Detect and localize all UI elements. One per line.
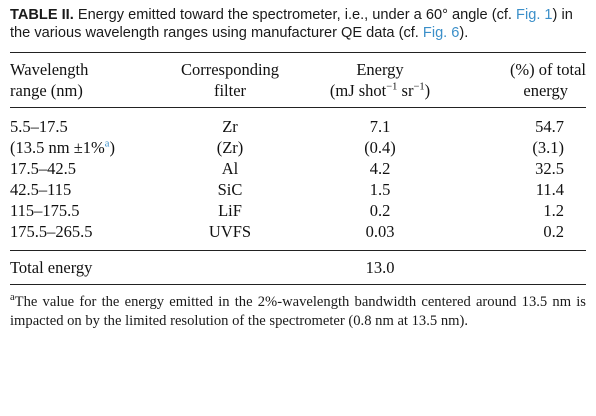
table-row: 115–175.5 LiF 0.2 1.2 [10,200,586,221]
caption-text-2: ) in the various wavelength ranges using… [10,7,573,41]
cell-filter: UVFS [208,222,252,241]
footnote-mark: a [10,292,15,304]
cell-percent: 0.2 [543,222,564,241]
table-row: 175.5–265.5 UVFS 0.03 0.2 [10,221,586,250]
range-close: ) [109,138,115,157]
cell-range: 115–175.5 [10,201,80,220]
total-row: Total energy 13.0 [10,251,586,284]
cell-percent: 1.2 [543,201,564,220]
header-wavelength-line2: range (nm) [10,81,83,100]
header-energy: Energy (mJ shot−1 sr−1) [300,53,460,107]
cell-range: 17.5–42.5 [10,159,76,178]
header-filter: Corresponding filter [160,53,300,107]
cell-percent: 11.4 [535,180,564,199]
cell-filter: Al [221,159,239,178]
unit-sup-1: −1 [386,81,398,93]
header-filter-line2: filter [213,81,247,100]
table-row: (13.5 nm ±1%a) (Zr) (0.4) (3.1) [10,137,586,158]
cell-range: 175.5–265.5 [10,222,93,241]
unit-part-b: sr [397,81,414,100]
header-wavelength: Wavelength range (nm) [10,53,160,107]
cell-percent: 54.7 [535,117,564,136]
cell-percent: 32.5 [535,159,564,178]
fig6-link[interactable]: Fig. 6 [422,25,460,41]
cell-energy: 0.03 [365,222,395,241]
header-row: Wavelength range (nm) Corresponding filt… [10,53,586,107]
table-row: 5.5–17.5 Zr 7.1 54.7 [10,108,586,137]
header-filter-line1: Corresponding [180,60,280,79]
table-figure: TABLE II. Energy emitted toward the spec… [10,6,586,331]
cell-energy: 4.2 [369,159,391,178]
cell-range: 42.5–115 [10,180,72,199]
top-rule [10,52,586,53]
table-footnote: aThe value for the energy emitted in the… [10,292,586,331]
table-row: 17.5–42.5 Al 4.2 32.5 [10,158,586,179]
table-row: 42.5–115 SiC 1.5 11.4 [10,179,586,200]
header-percent: (%) of total energy [460,53,586,107]
fig1-link[interactable]: Fig. 1 [516,7,553,23]
header-percent-line1: (%) of total [509,60,586,79]
unit-sup-2: −1 [413,81,425,93]
cell-filter: (Zr) [216,138,244,157]
cell-energy: 1.5 [369,180,391,199]
header-energy-line1: Energy [356,60,404,79]
table-label: TABLE II. [10,7,74,23]
footnote-text: The value for the energy emitted in the … [10,294,586,329]
bottom-rule [10,284,586,285]
energy-table: Wavelength range (nm) Corresponding filt… [10,53,586,285]
total-energy: 13.0 [365,258,395,277]
header-energy-unit: (mJ shot−1 sr−1) [330,81,430,100]
cell-filter: LiF [218,201,242,220]
cell-energy: 0.2 [369,201,391,220]
cell-energy: 7.1 [369,117,391,136]
header-percent-line2: energy [523,81,568,100]
unit-part-a: (mJ shot [329,81,387,100]
cell-range: (13.5 nm ±1%a) [10,137,160,158]
cell-percent: (3.1) [532,138,564,157]
cell-filter: SiC [217,180,243,199]
unit-part-c: ) [424,81,431,100]
table-caption: TABLE II. Energy emitted toward the spec… [10,6,586,42]
cell-range: 5.5–17.5 [10,117,68,136]
total-label: Total energy [10,258,93,277]
caption-text-3: ). [459,25,469,41]
footnote-marker-link[interactable]: a [104,138,110,150]
cell-filter: Zr [222,117,238,136]
range-text: (13.5 nm ±1% [10,138,105,157]
header-rule [10,107,586,108]
header-wavelength-line1: Wavelength [10,60,89,79]
cell-energy: (0.4) [364,138,396,157]
caption-text-1: Energy emitted toward the spectrometer, … [73,7,517,23]
total-rule [10,250,586,251]
